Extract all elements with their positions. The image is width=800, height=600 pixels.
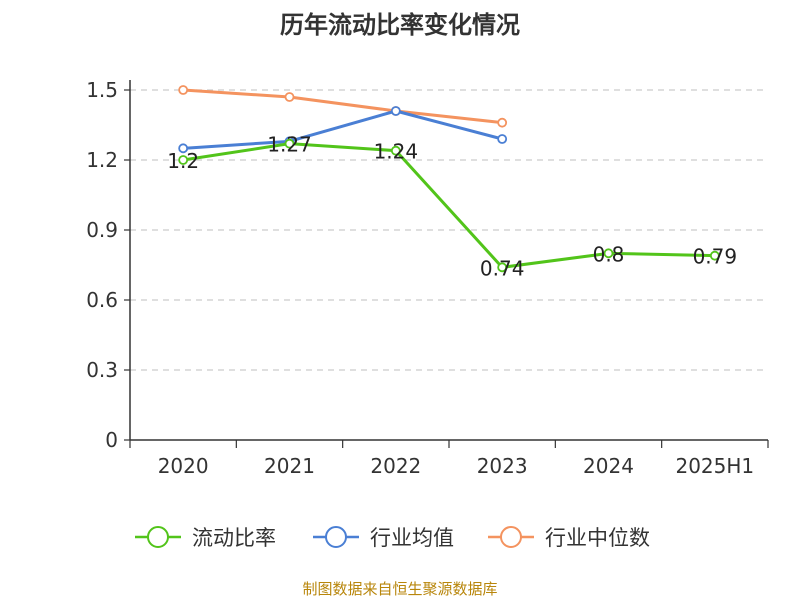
axes: 0 0.3 0.6 0.9 1.2 1.5 2020 2021 2022 2023 2024 2025… [86, 78, 769, 478]
source-note: 制图数据来自恒生聚源数据库 [302, 580, 497, 598]
series-layer [178, 85, 720, 273]
data-point [709, 250, 720, 261]
data-point [497, 134, 508, 144]
x-tick-label: 2023 [477, 454, 528, 478]
legend-item-2[interactable]: 行业中位数 [488, 526, 650, 550]
series-line-0 [182, 142, 715, 269]
data-point [390, 106, 401, 116]
data-label: 0.74 [480, 256, 525, 280]
data-labels: 1.2 1.27 1.24 0.74 0.8 0.79 [167, 133, 737, 281]
data-point [178, 143, 189, 154]
x-tick-label: 2021 [264, 454, 315, 478]
grid-lines [130, 89, 768, 371]
chart-title: 历年流动比率变化情况 [280, 11, 520, 39]
data-label: 0.8 [593, 242, 625, 266]
legend-label: 流动比率 [192, 526, 276, 550]
y-tick-label: 0.9 [86, 218, 118, 242]
x-tick-label: 2024 [583, 454, 634, 478]
data-label: 1.24 [374, 140, 419, 164]
x-tick-label: 2020 [158, 454, 209, 478]
data-point [497, 117, 508, 128]
x-tick-label: 2025H1 [675, 454, 754, 478]
data-point [284, 138, 295, 149]
data-point [178, 155, 189, 165]
y-tick-label: 1.2 [86, 148, 118, 172]
data-point [178, 85, 189, 95]
legend-label: 行业中位数 [545, 526, 650, 550]
legend-label: 行业均值 [370, 526, 454, 550]
data-label: 0.79 [693, 245, 738, 269]
legend: 流动比率 行业均值 行业中位数 [135, 526, 650, 550]
data-point [284, 92, 295, 102]
y-tick-label: 0.3 [86, 358, 118, 382]
legend-marker [325, 526, 347, 548]
data-point [603, 248, 614, 259]
data-label: 1.2 [167, 149, 199, 173]
data-label: 1.27 [267, 133, 312, 157]
x-tick-label: 2022 [370, 454, 421, 478]
legend-item-1[interactable]: 行业均值 [313, 526, 454, 550]
legend-marker [500, 526, 522, 548]
y-tick-label: 1.5 [86, 78, 118, 102]
series-line-2 [183, 88, 503, 125]
y-tick-label: 0 [105, 428, 118, 452]
data-point [390, 145, 401, 156]
series-line-1 [183, 109, 503, 150]
legend-marker [147, 526, 169, 548]
y-tick-label: 0.6 [86, 288, 118, 312]
data-point [497, 262, 508, 273]
legend-item-0[interactable]: 流动比率 [135, 526, 276, 550]
